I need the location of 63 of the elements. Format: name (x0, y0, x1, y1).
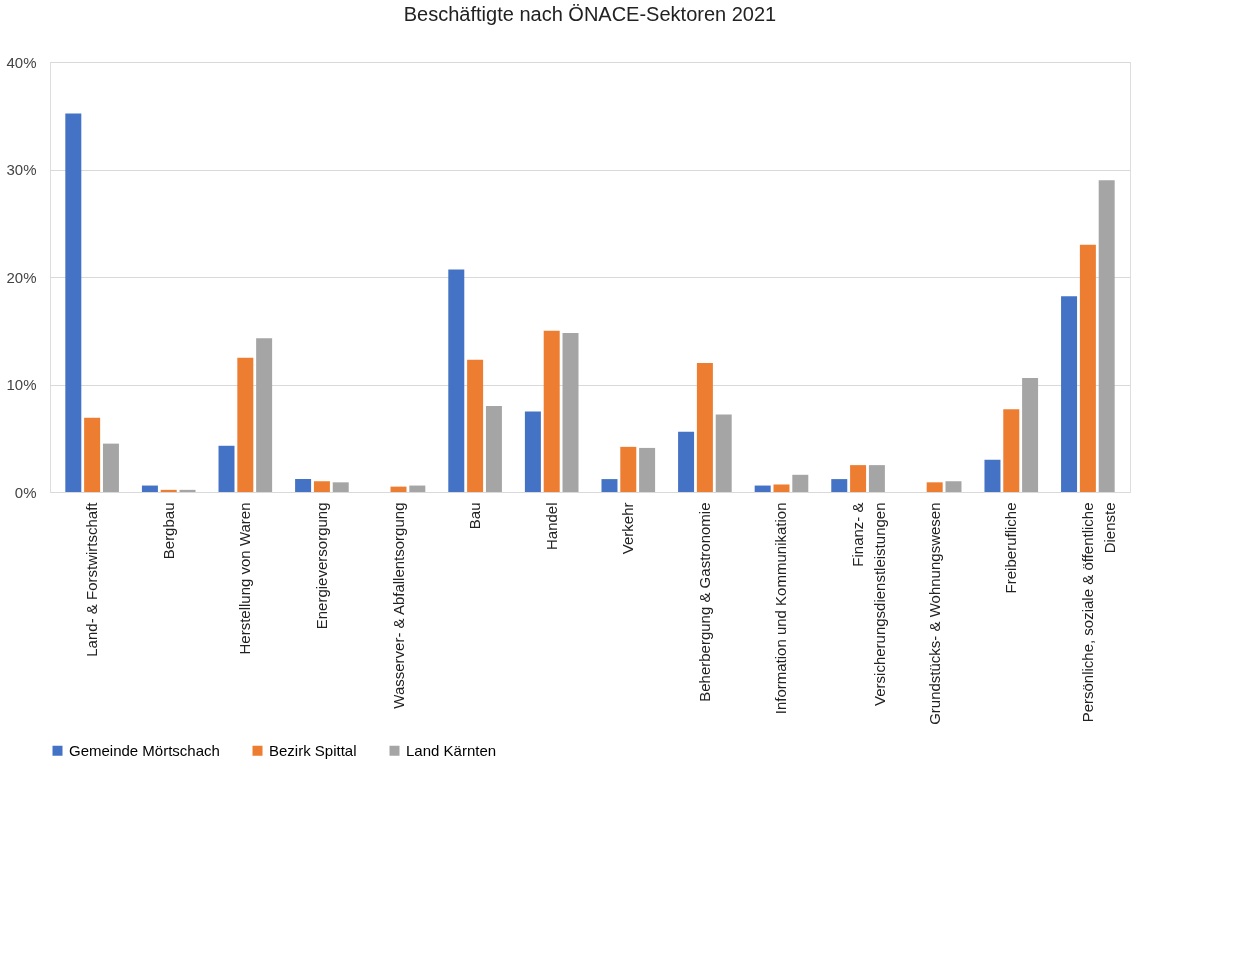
bar (678, 431, 695, 492)
bar (409, 485, 426, 492)
bar (65, 113, 82, 492)
x-tick-label: Information und Kommunikation (772, 502, 790, 715)
bar (524, 411, 541, 492)
bar (831, 479, 848, 492)
bar (313, 481, 330, 492)
bar (448, 269, 465, 492)
x-tick-label: Beherbergung & Gastronomie (695, 502, 713, 702)
y-tick-label: 0% (14, 483, 37, 501)
bar (218, 445, 235, 492)
bar (1022, 378, 1039, 492)
legend-label: Bezirk Spittal (269, 741, 357, 759)
x-tick-label: Bau (466, 502, 484, 530)
bar (926, 482, 943, 492)
bar (620, 446, 637, 492)
bar (102, 443, 119, 492)
bar (639, 447, 656, 492)
bar (1098, 180, 1115, 492)
bar (562, 332, 579, 492)
x-tick-label: Finanz- & Versicherungsdienstleistungen (849, 502, 889, 706)
bar (850, 465, 867, 492)
bar (141, 485, 158, 492)
bar (868, 465, 885, 492)
bar (754, 485, 771, 492)
bar (485, 406, 502, 492)
bar (773, 484, 790, 492)
bar (256, 338, 273, 492)
bar (179, 489, 196, 492)
bar (543, 330, 560, 492)
x-tick-label: Land- & Forstwirtschaft (83, 501, 101, 657)
y-tick-label: 30% (6, 161, 37, 178)
bar (1061, 296, 1078, 492)
legend-label: Gemeinde Mörtschach (69, 741, 220, 759)
x-tick-label: Persönliche, soziale & öffentliche Dienste (1078, 502, 1118, 723)
y-tick-label: 40% (6, 53, 37, 71)
chart-title: Beschäftigte nach ÖNACE-Sektoren 2021 (403, 3, 777, 25)
x-tick-label: Handel (542, 502, 560, 551)
bar (160, 489, 177, 492)
bar (295, 479, 312, 492)
bar (601, 479, 618, 492)
bar (390, 486, 407, 492)
x-tick-label: Bergbau (159, 502, 177, 560)
bar (84, 417, 101, 492)
x-tick-label: Grundstücks- & Wohnungswesen (925, 502, 943, 725)
bar (945, 481, 962, 492)
bar (1079, 244, 1096, 492)
bar (332, 482, 349, 492)
bar (467, 359, 484, 492)
x-tick-label: Wasserver- & Abfallentsorgung (389, 502, 407, 709)
x-tick-label: Energieversorgung (312, 502, 330, 630)
y-tick-label: 20% (6, 268, 37, 286)
bar (715, 414, 732, 492)
x-tick-label: Freiberufliche (1002, 502, 1020, 594)
bar (237, 357, 254, 492)
bar (1003, 409, 1020, 492)
x-tick-label: Herstellung von Waren (236, 502, 254, 655)
bar (696, 363, 713, 492)
legend-label: Land Kärnten (406, 741, 497, 759)
bar (984, 459, 1001, 492)
bar (792, 474, 809, 492)
y-tick-label: 10% (6, 376, 37, 393)
x-tick-label: Verkehr (619, 502, 637, 555)
